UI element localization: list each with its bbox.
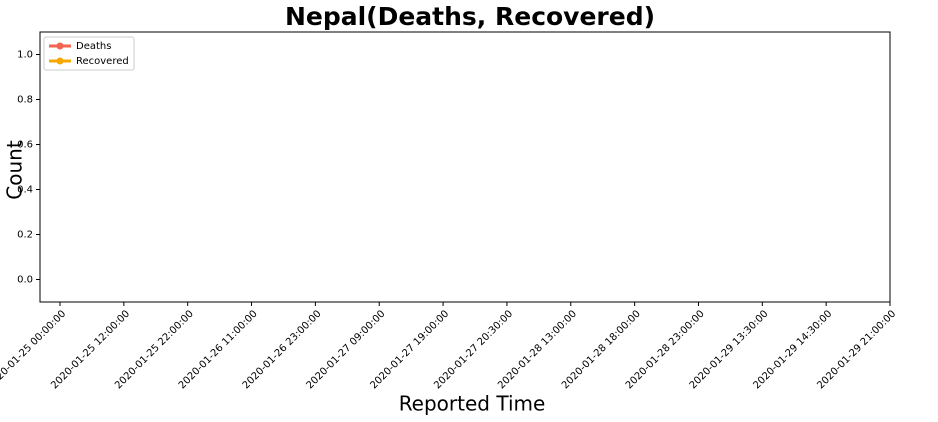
legend-label: Recovered (76, 56, 129, 67)
y-tick-label: 0.6 (17, 140, 33, 151)
y-axis-label: Count (3, 140, 27, 200)
y-tick-label: 1.0 (17, 50, 33, 61)
y-tick-label: 0.0 (17, 275, 33, 286)
legend-label: Deaths (76, 41, 111, 52)
plot-frame (39, 31, 891, 303)
legend-marker (56, 57, 64, 65)
chart-title: Nepal(Deaths, Recovered) (285, 2, 655, 31)
y-tick-label: 0.2 (17, 230, 33, 241)
y-tick-label: 0.4 (17, 185, 33, 196)
y-tick-label: 0.8 (17, 95, 33, 106)
x-axis-label: Reported Time (399, 392, 546, 416)
legend-marker (56, 42, 64, 50)
